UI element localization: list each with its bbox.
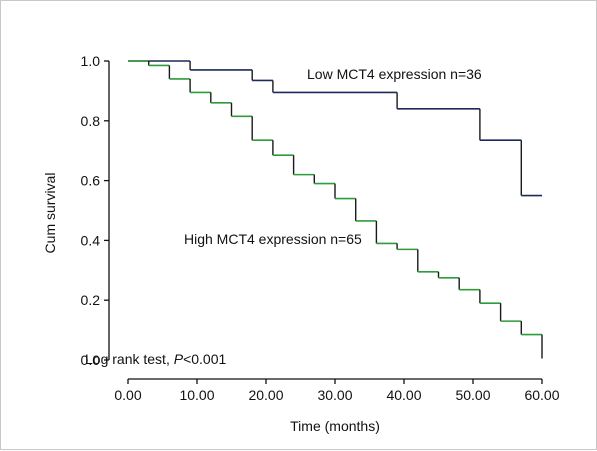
y-tick-label: 0.0 — [81, 352, 101, 368]
x-tick-label: 50.00 — [455, 387, 490, 403]
low-mct4-label: Low MCT4 expression n=36 — [307, 66, 482, 82]
x-axis-label: Time (months) — [290, 418, 380, 434]
series-0 — [128, 60, 542, 197]
high-mct4-label: High MCT4 expression n=65 — [184, 231, 362, 247]
x-tick-label: 10.00 — [179, 387, 214, 403]
log-rank-label: Log rank test, P<0.001 — [85, 351, 226, 367]
log-rank-prefix: Log rank test, — [85, 351, 174, 367]
chart-labels: Cum survival Time (months) Low MCT4 expr… — [42, 66, 482, 434]
x-tick-label: 0.00 — [114, 387, 141, 403]
y-tick-label: 0.6 — [81, 173, 101, 189]
x-tick-label: 30.00 — [317, 387, 352, 403]
log-rank-p: P — [174, 351, 184, 367]
series-1 — [128, 60, 543, 359]
y-tick-label: 0.4 — [81, 232, 101, 248]
y-tick-label: 1.0 — [81, 53, 101, 69]
series-lines — [128, 60, 543, 359]
x-tick-label: 40.00 — [386, 387, 421, 403]
axes: 0.0 0.2 0.4 0.6 0.8 1.0 0.00 10.00 20.00 30.00 40.… — [81, 53, 560, 403]
x-tick-label: 60.00 — [524, 387, 559, 403]
y-tick-label: 0.2 — [81, 292, 101, 308]
log-rank-value: <0.001 — [183, 351, 226, 367]
x-tick-label: 20.00 — [248, 387, 283, 403]
y-axis-label: Cum survival — [42, 173, 58, 254]
y-tick-label: 0.8 — [81, 113, 101, 129]
